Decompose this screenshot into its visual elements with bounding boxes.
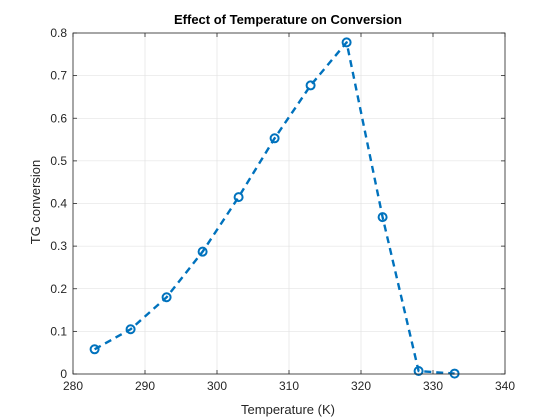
x-tick-label: 300 <box>207 379 227 393</box>
data-point <box>449 368 460 379</box>
data-point <box>377 212 388 223</box>
x-tick-label: 320 <box>351 379 371 393</box>
data-point <box>269 133 280 144</box>
y-tick-label: 0 <box>60 367 67 381</box>
y-tick-label: 0.8 <box>50 26 67 40</box>
series-layer <box>89 37 460 379</box>
y-tick-label: 0.3 <box>50 239 67 253</box>
axis-ticks: 280 290 300 310 320 330 340 0 0.1 0.2 0.3 0.4 0.5 0.6… <box>50 26 515 393</box>
y-tick-label: 0.1 <box>50 324 67 338</box>
data-point <box>161 292 172 303</box>
x-tick-label: 280 <box>63 379 83 393</box>
series-line <box>94 41 455 375</box>
x-tick-label: 290 <box>135 379 155 393</box>
x-axis-label: Temperature (K) <box>241 402 335 417</box>
data-point <box>341 37 352 48</box>
chart-title: Effect of Temperature on Conversion <box>174 12 402 27</box>
data-point <box>233 192 244 203</box>
data-point <box>305 80 316 91</box>
y-tick-label: 0.5 <box>50 154 67 168</box>
y-tick-label: 0.7 <box>50 69 67 83</box>
y-tick-label: 0.6 <box>50 111 67 125</box>
y-axis-label: TG conversion <box>28 160 43 245</box>
data-point <box>413 366 424 377</box>
data-point <box>197 246 208 257</box>
data-point <box>89 344 100 355</box>
x-tick-label: 310 <box>279 379 299 393</box>
y-tick-label: 0.4 <box>50 197 67 211</box>
x-tick-label: 330 <box>423 379 443 393</box>
y-tick-label: 0.2 <box>50 282 67 296</box>
x-tick-label: 340 <box>495 379 515 393</box>
data-point <box>125 324 136 335</box>
